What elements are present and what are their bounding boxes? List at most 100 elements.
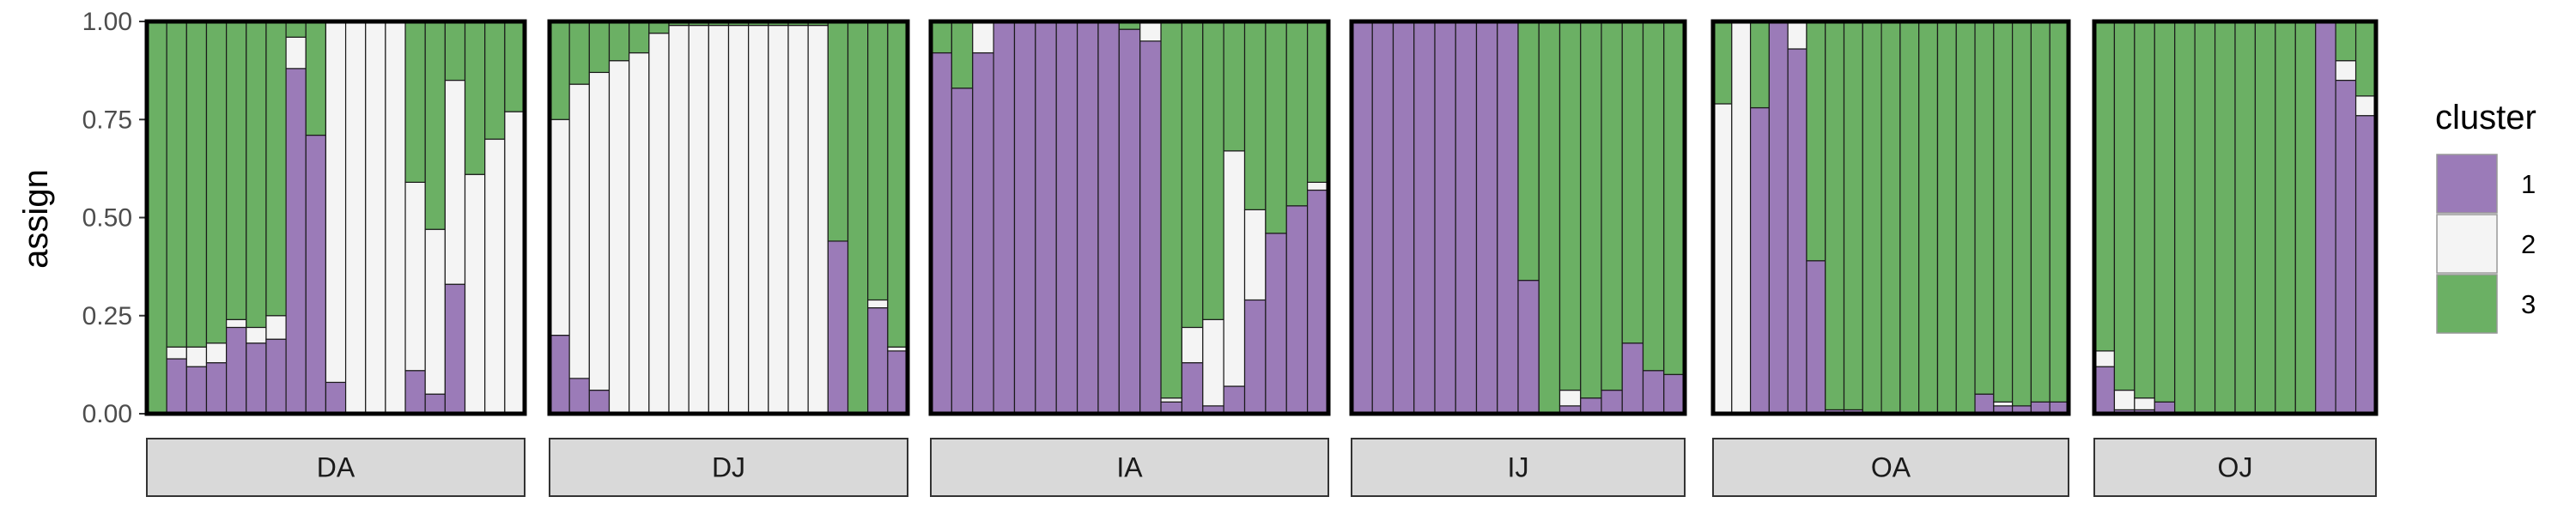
bar-segment-cluster-1: [1601, 389, 1623, 415]
bar-segment-cluster-3: [549, 21, 570, 120]
bar-segment-cluster-3: [629, 21, 650, 54]
legend-label-cluster-3: 3: [2521, 289, 2536, 319]
bar-segment-cluster-2: [385, 21, 406, 415]
bar-segment-cluster-3: [2354, 21, 2377, 97]
bar-segment-cluster-3: [1243, 21, 1267, 210]
bar-segment-cluster-1: [1497, 21, 1519, 415]
panel-border: [1349, 19, 1687, 416]
bar-segment-cluster-1: [444, 283, 466, 415]
bar-segment-cluster-3: [504, 21, 526, 112]
bar-segment-cluster-1: [568, 378, 590, 415]
bar-segment-cluster-2: [444, 79, 466, 285]
bar-segment-cluster-2: [768, 24, 789, 415]
bar-segment-cluster-2: [2354, 95, 2377, 117]
bar-segment-cluster-2: [1202, 318, 1224, 407]
bar-segment-cluster-2: [549, 118, 570, 336]
bar-segment-cluster-1: [2354, 115, 2377, 415]
bar-segment-cluster-3: [887, 21, 908, 348]
bar-segment-cluster-3: [1843, 21, 1863, 411]
bar-segment-cluster-1: [1434, 21, 1456, 415]
bar-segment-cluster-2: [648, 33, 670, 415]
bar-segment-cluster-3: [1517, 21, 1540, 282]
y-tick-label: 0.00: [82, 400, 132, 428]
bar-segment-cluster-1: [1035, 21, 1057, 415]
bar-segment-cluster-3: [827, 21, 849, 242]
bar-segment-cluster-2: [1558, 389, 1582, 407]
bar-segment-cluster-2: [265, 315, 287, 340]
bar-segment-cluster-3: [1993, 21, 2014, 403]
bar-segment-cluster-2: [972, 21, 994, 54]
bar-segment-cluster-1: [1663, 373, 1686, 415]
facet-strip: [930, 438, 1329, 497]
bar-segment-cluster-1: [1307, 189, 1329, 415]
bar-segment-cluster-1: [1517, 280, 1540, 415]
bar-segment-cluster-3: [2254, 21, 2276, 415]
bar-segment-cluster-1: [867, 307, 889, 415]
bar-segment-cluster-1: [1351, 21, 1373, 415]
facet-strip-label: IJ: [1508, 452, 1529, 483]
bar-segment-cluster-2: [185, 346, 208, 367]
bar-segment-cluster-2: [1181, 326, 1204, 364]
bar-segment-cluster-1: [1139, 40, 1162, 415]
bar-segment-cluster-1: [972, 52, 994, 415]
bar-segment-cluster-3: [1806, 21, 1826, 262]
facet-panel-ij: IJ: [1349, 19, 1687, 497]
bar-segment-cluster-1: [1076, 21, 1099, 415]
facet-panel-oj: OJ: [2092, 19, 2379, 497]
bar-segment-cluster-1: [1097, 21, 1120, 415]
bar-segment-cluster-1: [549, 335, 570, 415]
bar-segment-cluster-2: [464, 173, 486, 415]
bar-segment-cluster-3: [1974, 21, 1995, 395]
bar-segment-cluster-2: [1712, 103, 1733, 415]
y-tick-label: 0.25: [82, 302, 132, 330]
bar-segment-cluster-1: [1285, 205, 1309, 415]
bar-segment-cluster-2: [568, 83, 590, 379]
bar-segment-cluster-3: [226, 21, 247, 320]
facet-strip-label: IA: [1116, 452, 1143, 483]
bar-segment-cluster-3: [166, 21, 187, 348]
bar-segment-cluster-1: [1013, 21, 1036, 415]
bar-segment-cluster-3: [265, 21, 287, 317]
bar-segment-cluster-1: [1806, 260, 1826, 415]
legend-key-cluster-1: [2436, 154, 2498, 214]
bar-segment-cluster-3: [1223, 21, 1246, 152]
facet-strip: [549, 438, 908, 497]
bar-segment-cluster-3: [2049, 21, 2069, 403]
bar-segment-cluster-1: [1768, 21, 1789, 415]
bar-segment-cluster-1: [424, 393, 446, 415]
bar-segment-cluster-3: [2012, 21, 2032, 407]
bar-segment-cluster-1: [1413, 21, 1436, 415]
bar-segment-cluster-1: [205, 361, 228, 415]
panel-border: [1710, 19, 2071, 416]
bar-segment-cluster-3: [205, 21, 228, 344]
bar-segment-cluster-2: [2335, 60, 2357, 82]
bar-segment-cluster-1: [1371, 21, 1394, 415]
bar-segment-cluster-2: [629, 52, 650, 415]
bar-segment-cluster-3: [2113, 21, 2136, 391]
legend-label-cluster-1: 1: [2521, 169, 2536, 199]
bar-segment-cluster-2: [1307, 181, 1329, 191]
bar-segment-cluster-1: [404, 370, 426, 415]
bar-segment-cluster-3: [1880, 21, 1901, 415]
bar-segment-cluster-1: [951, 88, 974, 415]
bar-segment-cluster-1: [827, 240, 849, 415]
bar-segment-cluster-3: [568, 21, 590, 85]
bar-segment-cluster-3: [1899, 21, 1920, 415]
bar-segment-cluster-3: [1307, 21, 1329, 183]
bar-segment-cluster-1: [1055, 21, 1078, 415]
y-axis-title: assign: [17, 169, 55, 269]
bar-segment-cluster-1: [265, 338, 287, 415]
bar-segment-cluster-1: [2093, 366, 2116, 415]
facet-panel-oa: OA: [1710, 19, 2071, 497]
facet-strip-label: OJ: [2218, 452, 2253, 483]
bar-segment-cluster-3: [1955, 21, 1976, 415]
bar-segment-cluster-2: [887, 346, 908, 352]
bar-segment-cluster-3: [2174, 21, 2196, 415]
bar-segment-cluster-3: [588, 21, 611, 74]
bar-segment-cluster-3: [1160, 21, 1183, 399]
legend-label-cluster-2: 2: [2521, 229, 2536, 259]
facet-strip: [2093, 438, 2377, 497]
y-tick-label: 0.75: [82, 106, 132, 134]
bar-segment-cluster-3: [424, 21, 446, 230]
